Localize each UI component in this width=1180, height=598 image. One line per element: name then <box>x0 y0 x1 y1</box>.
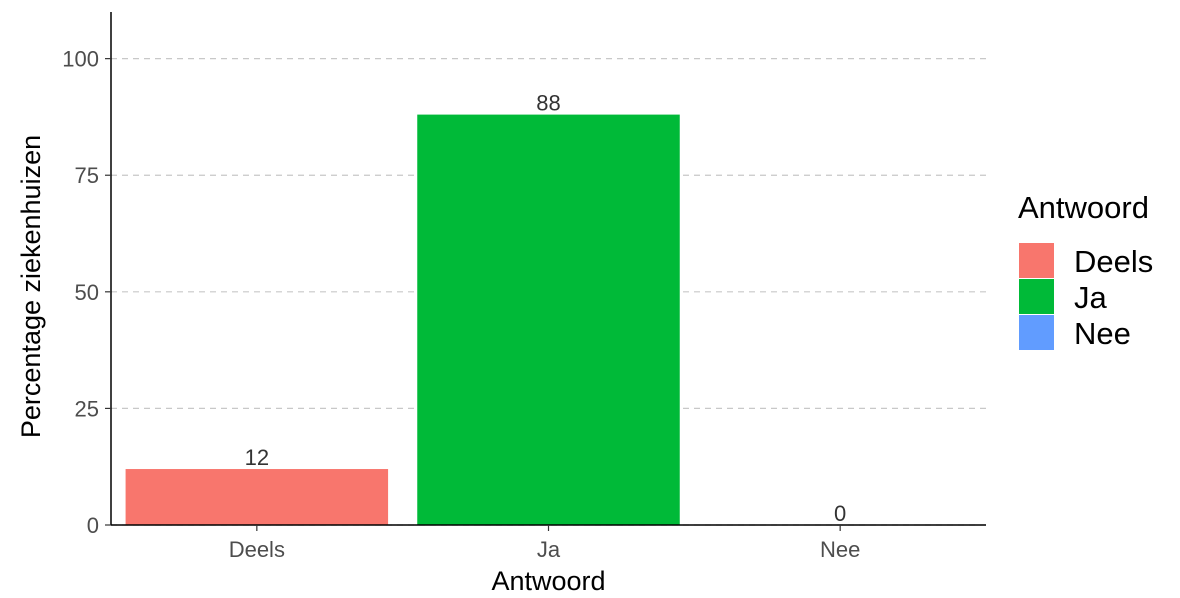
legend-swatch-deels <box>1019 243 1054 278</box>
data-labels: 12 88 0 <box>245 91 847 526</box>
legend-swatch-ja <box>1019 279 1054 314</box>
x-tick-label-deels: Deels <box>229 537 285 562</box>
x-tick-label-nee: Nee <box>820 537 860 562</box>
y-tick-label: 0 <box>87 513 99 538</box>
legend-label-ja: Ja <box>1074 280 1108 315</box>
y-tick-label: 100 <box>62 47 99 72</box>
bar-deels <box>125 469 389 525</box>
data-label-nee: 0 <box>834 501 846 526</box>
legend-label-nee: Nee <box>1074 316 1131 351</box>
y-axis-title: Percentage ziekenhuizen <box>16 135 46 438</box>
x-ticks: Deels Ja Nee <box>229 525 860 562</box>
legend-label-deels: Deels <box>1074 244 1153 279</box>
y-ticks: 0 25 50 75 100 <box>62 47 111 538</box>
legend-swatch-nee <box>1019 315 1054 350</box>
legend-title: Antwoord <box>1018 190 1149 225</box>
bars <box>125 114 680 525</box>
y-tick-label: 50 <box>75 280 99 305</box>
x-tick-label-ja: Ja <box>537 537 561 562</box>
y-tick-label: 75 <box>75 163 99 188</box>
data-label-ja: 88 <box>536 91 560 116</box>
y-tick-label: 25 <box>75 396 99 421</box>
data-label-deels: 12 <box>245 445 269 470</box>
x-axis-title: Antwoord <box>491 566 605 596</box>
bar-ja <box>417 114 680 525</box>
